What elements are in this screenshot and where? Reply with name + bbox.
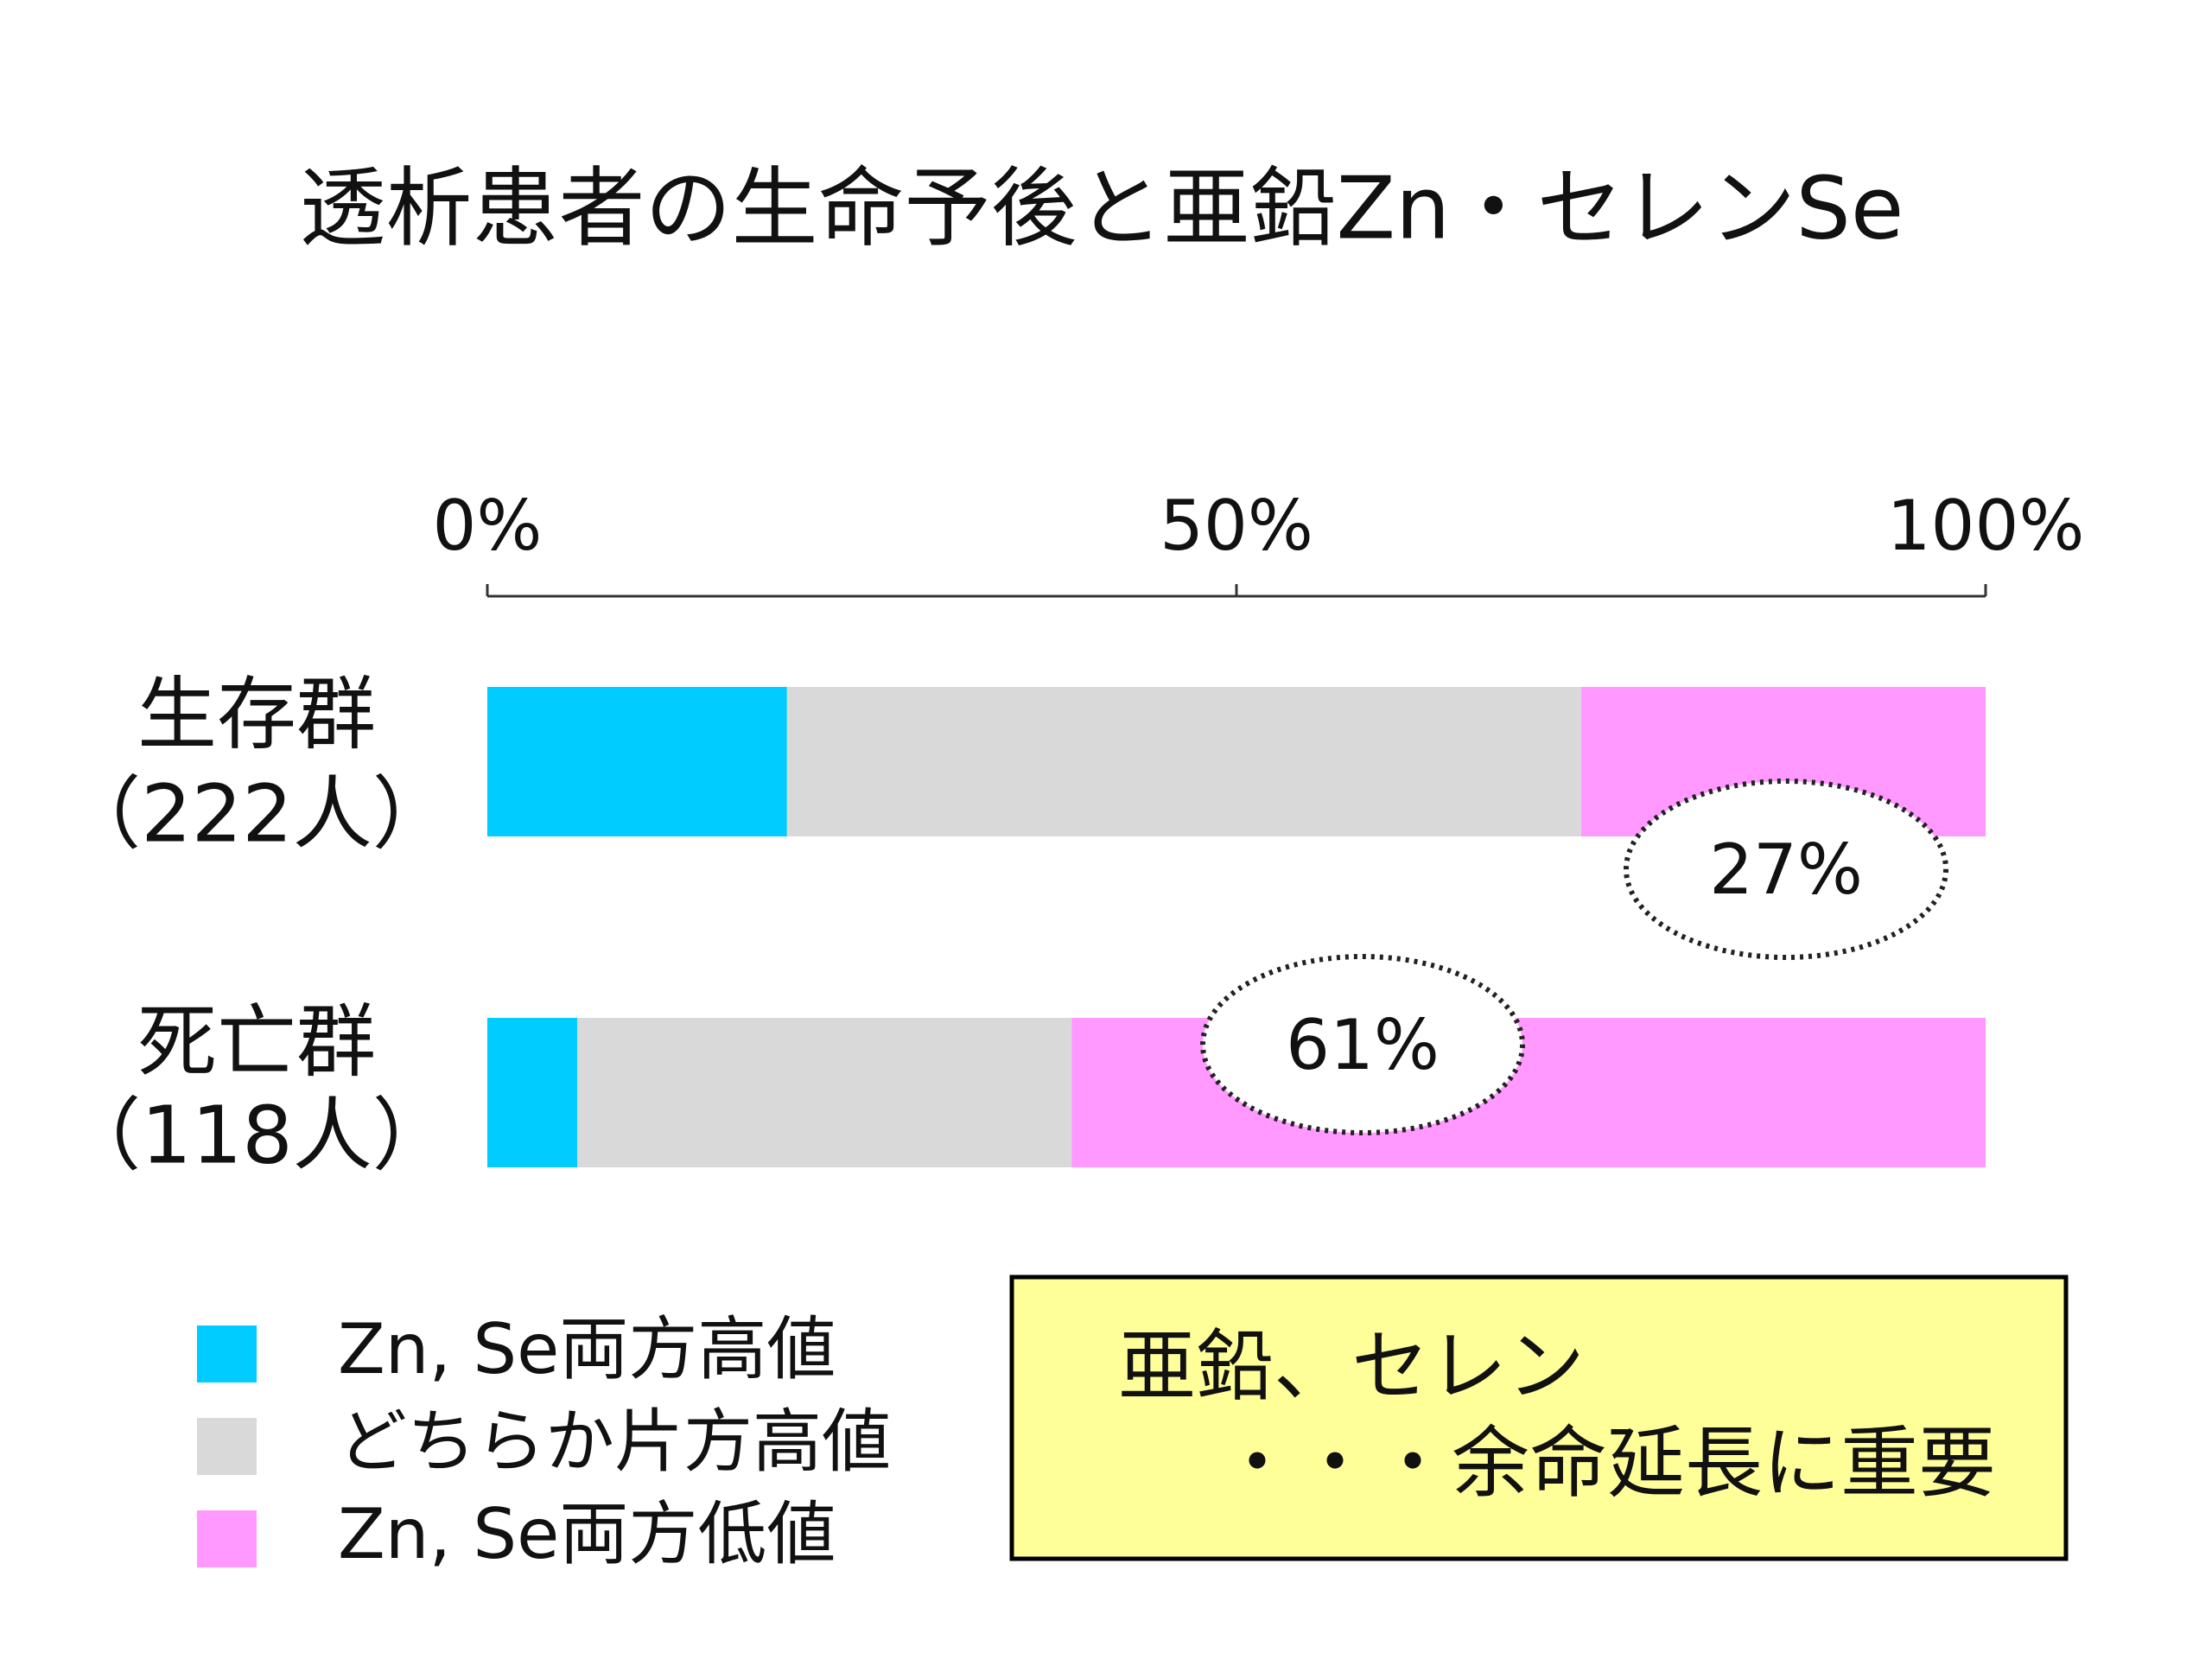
legend-label: どちらか片方高値	[338, 1402, 891, 1482]
callout-ellipse	[1624, 779, 1948, 960]
y-tick-label: 生存群	[137, 668, 376, 760]
x-tick-label: 0%	[433, 486, 543, 566]
note-text: 亜鉛、セレン	[1118, 1321, 1585, 1412]
bar-segment	[786, 687, 1581, 836]
x-tick-label: 50%	[1160, 486, 1313, 566]
legend-label: Zn, Se両方低値	[338, 1494, 836, 1574]
chart-title: 透析患者の生命予後と亜鉛Zn・セレンSe	[300, 157, 1904, 258]
note-box	[1009, 1274, 2069, 1561]
y-tick-label: （222人）	[61, 767, 452, 860]
bar-segment	[577, 1018, 1072, 1167]
y-tick-label: 死亡群	[137, 995, 376, 1088]
x-tick-label: 100%	[1887, 486, 2085, 566]
data-label: 61%	[1286, 1005, 1440, 1085]
callout-ellipse	[1200, 954, 1525, 1135]
legend-swatch	[197, 1325, 257, 1382]
note-text: ・・・余命延長に重要	[1218, 1418, 1996, 1509]
legend-swatch	[197, 1418, 257, 1475]
data-label: 27%	[1709, 830, 1863, 910]
legend-swatch	[197, 1510, 257, 1567]
y-tick-label: （118人）	[61, 1089, 452, 1181]
legend-label: Zn, Se両方高値	[338, 1309, 836, 1389]
bar-segment	[487, 687, 787, 836]
bar-segment	[487, 1018, 578, 1167]
